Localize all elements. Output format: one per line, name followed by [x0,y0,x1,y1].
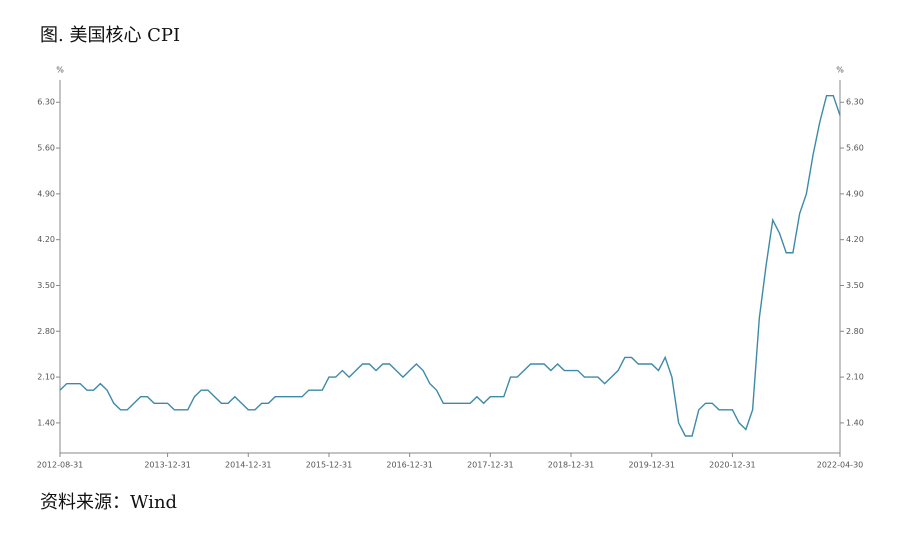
y-tick-label: 3.50 [37,281,55,290]
y2-tick-label: 2.80 [846,327,864,336]
x-tick-label: 2016-12-31 [386,461,433,470]
y2-tick-label: 5.60 [846,144,864,153]
y2-tick-label: 2.10 [846,373,864,382]
x-tick-label: 2014-12-31 [225,461,272,470]
y2-tick-label: 3.50 [846,281,864,290]
y2-tick-label: 4.90 [846,189,864,198]
x-tick-label: 2020-12-31 [709,461,756,470]
y2-tick-label: 6.30 [846,98,864,107]
y-tick-label: 4.90 [37,189,55,198]
y-unit: % [56,66,64,75]
x-tick-label: 2015-12-31 [306,461,353,470]
source: 资料来源：Wind [40,492,177,513]
x-tick-label: 2013-12-31 [144,461,191,470]
x-tick-label: 2012-08-31 [37,461,84,470]
y-tick-label: 2.80 [37,327,55,336]
y-tick-label: 2.10 [37,373,55,382]
y2-tick-label: 1.40 [846,418,864,427]
y-tick-label: 1.40 [37,418,55,427]
x-tick-label: 2017-12-31 [467,461,514,470]
x-tick-label: 2019-12-31 [628,461,675,470]
line [59,95,841,437]
x-tick-label: 2022-04-30 [817,461,864,470]
y2-tick-label: 4.20 [846,235,864,244]
y-tick-label: 4.20 [37,235,55,244]
y-tick-label: 5.60 [37,144,55,153]
y-tick-label: 6.30 [37,98,55,107]
x-tick-label: 2018-12-31 [548,461,595,470]
chart-title: 图. 美国核心 CPI [40,25,180,46]
y2-unit: % [836,66,844,75]
